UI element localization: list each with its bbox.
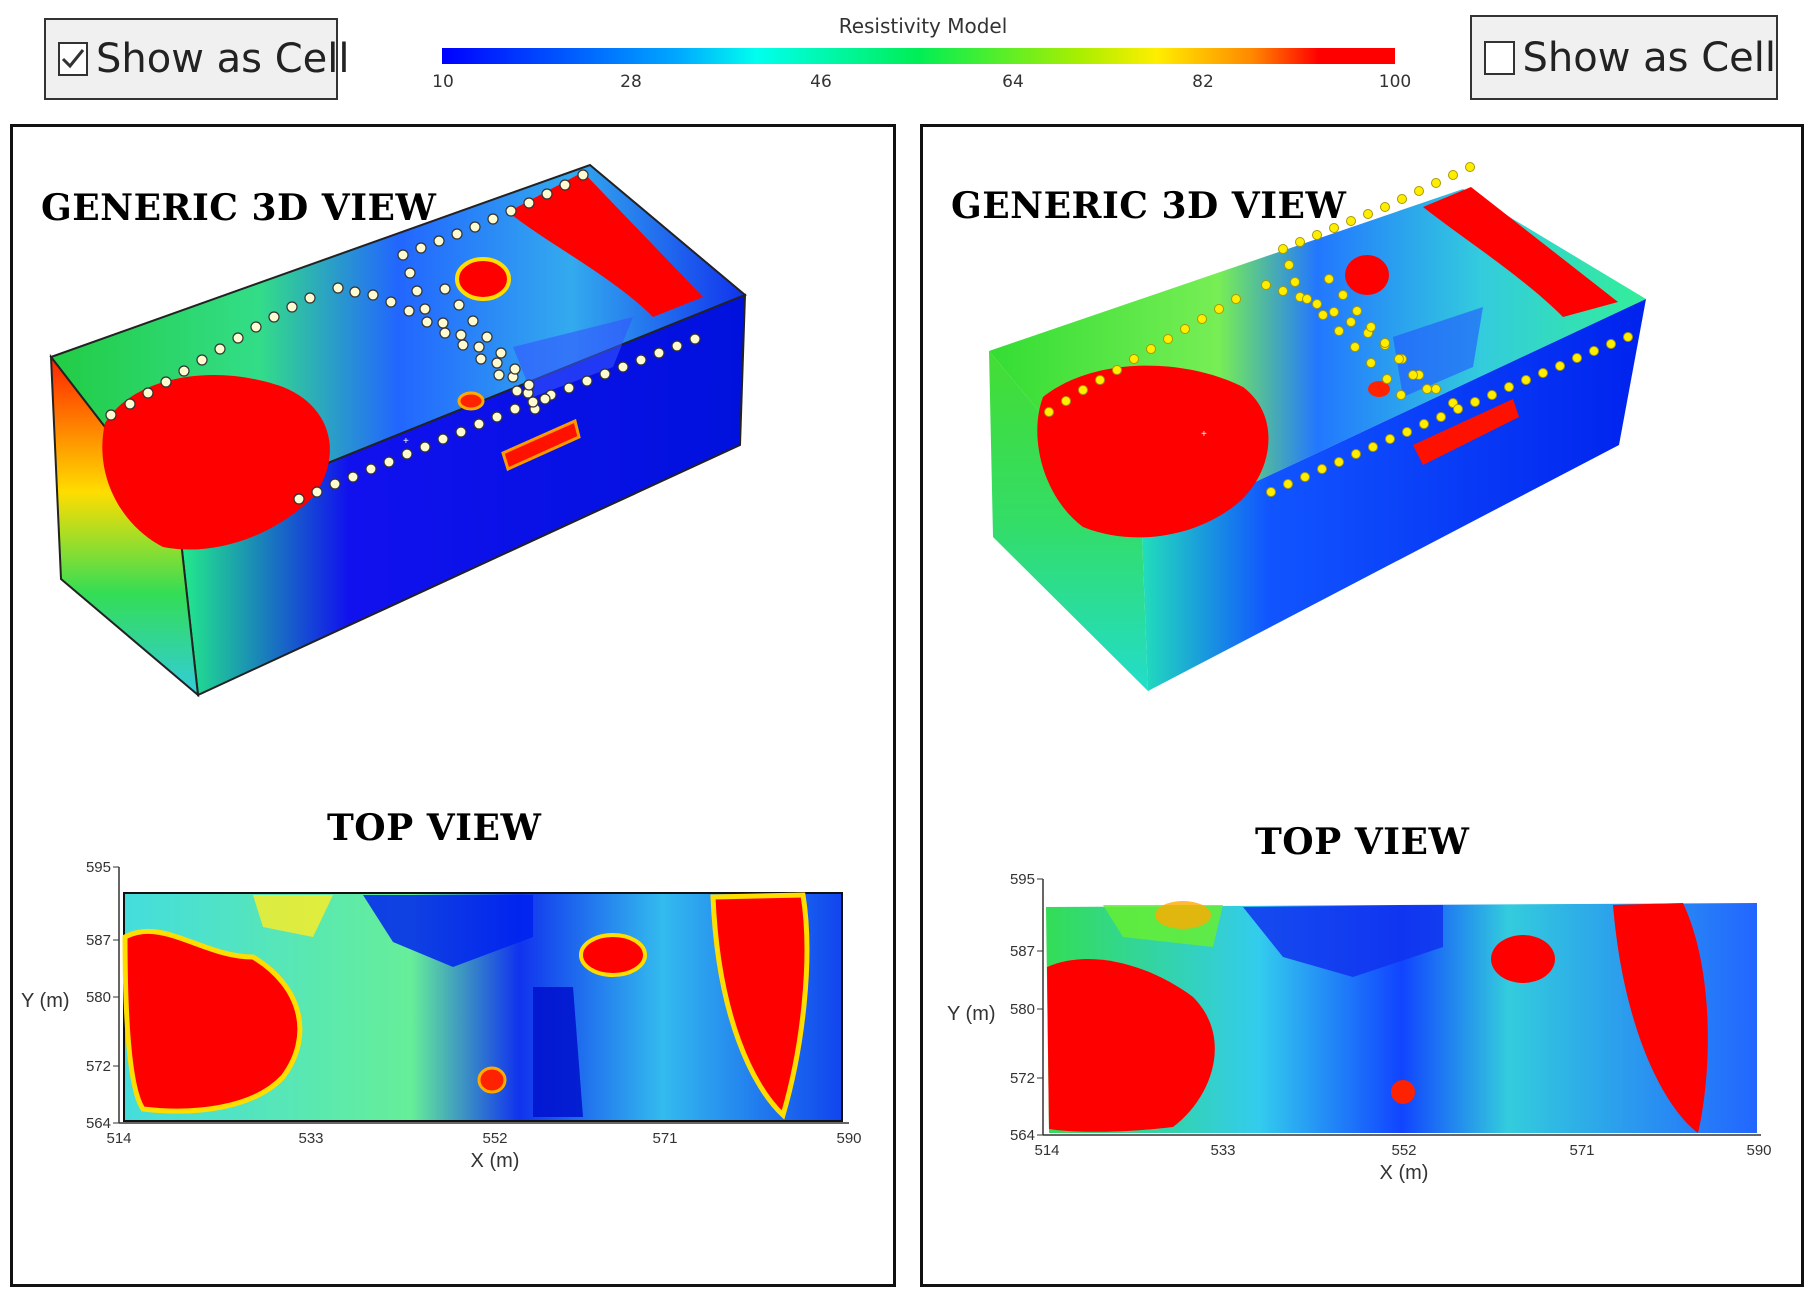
y-tick: 572 (86, 1058, 111, 1075)
legend-tick: 100 (1378, 72, 1412, 92)
top-view-title: TOP VIEW (1255, 821, 1470, 863)
svg-text:+: + (1201, 429, 1207, 440)
electrode-line-left (105, 169, 701, 505)
model-3d-view[interactable]: + (923, 127, 1801, 1284)
show-as-cell-label: Show as Cell (96, 36, 350, 82)
legend-title: Resistivity Model (838, 14, 1008, 38)
generic-3d-view-title: GENERIC 3D VIEW (951, 185, 1347, 227)
cell-view-panel: GENERIC 3D VIEW (10, 124, 896, 1287)
y-tick: 580 (86, 989, 111, 1006)
x-tick: 571 (652, 1130, 677, 1147)
legend-tick: 10 (432, 72, 454, 92)
y-tick: 564 (86, 1115, 111, 1132)
x-axis-label: X (m) (471, 1150, 520, 1172)
y-tick: 564 (1010, 1127, 1035, 1144)
show-as-cell-checkbox-left[interactable]: Show as Cell (44, 18, 349, 100)
legend-tick: 28 (620, 72, 642, 92)
x-tick: 533 (1210, 1142, 1235, 1159)
top-view-map[interactable]: 595 587 580 572 564 Y (m) 514 533 552 57… (923, 857, 1801, 1197)
x-tick: 590 (836, 1130, 861, 1147)
show-as-cell-label: Show as Cell (1522, 34, 1776, 81)
y-tick: 572 (1010, 1070, 1035, 1087)
checkbox-unchecked-icon[interactable] (1484, 40, 1515, 75)
y-tick: 595 (1010, 871, 1035, 888)
generic-3d-view-title: GENERIC 3D VIEW (41, 187, 437, 229)
legend-tick: 46 (810, 72, 832, 92)
x-tick: 533 (298, 1130, 323, 1147)
y-axis-label: Y (m) (21, 990, 70, 1012)
svg-text:+: + (403, 436, 409, 447)
y-axis-label: Y (m) (947, 1003, 996, 1025)
checkbox-checked-icon[interactable] (58, 42, 88, 76)
x-tick: 514 (1034, 1142, 1059, 1159)
resistivity-legend: Resistivity Model 10 28 46 64 82 100 (432, 10, 1411, 106)
y-tick: 580 (1010, 1001, 1035, 1018)
y-tick: 595 (86, 859, 111, 876)
x-tick: 552 (482, 1130, 507, 1147)
legend-tick: 82 (1192, 72, 1214, 92)
show-as-cell-checkbox-right[interactable]: Show as Cell (1470, 15, 1778, 100)
model-3d-view[interactable]: + (13, 127, 893, 1284)
x-tick: 552 (1391, 1142, 1416, 1159)
smooth-view-panel: GENERIC 3D VIEW (920, 124, 1804, 1287)
x-tick: 590 (1746, 1142, 1771, 1159)
electrode-line-right (1044, 162, 1633, 497)
x-tick: 571 (1569, 1142, 1594, 1159)
y-tick: 587 (1010, 943, 1035, 960)
x-tick: 514 (106, 1130, 131, 1147)
legend-colorbar (442, 48, 1395, 64)
top-view-title: TOP VIEW (327, 807, 542, 849)
x-axis-label: X (m) (1380, 1162, 1429, 1184)
top-view-map[interactable]: 595 587 580 572 564 Y (m) 514 533 552 57… (13, 847, 893, 1187)
legend-tick: 64 (1002, 72, 1024, 92)
y-tick: 587 (86, 932, 111, 949)
